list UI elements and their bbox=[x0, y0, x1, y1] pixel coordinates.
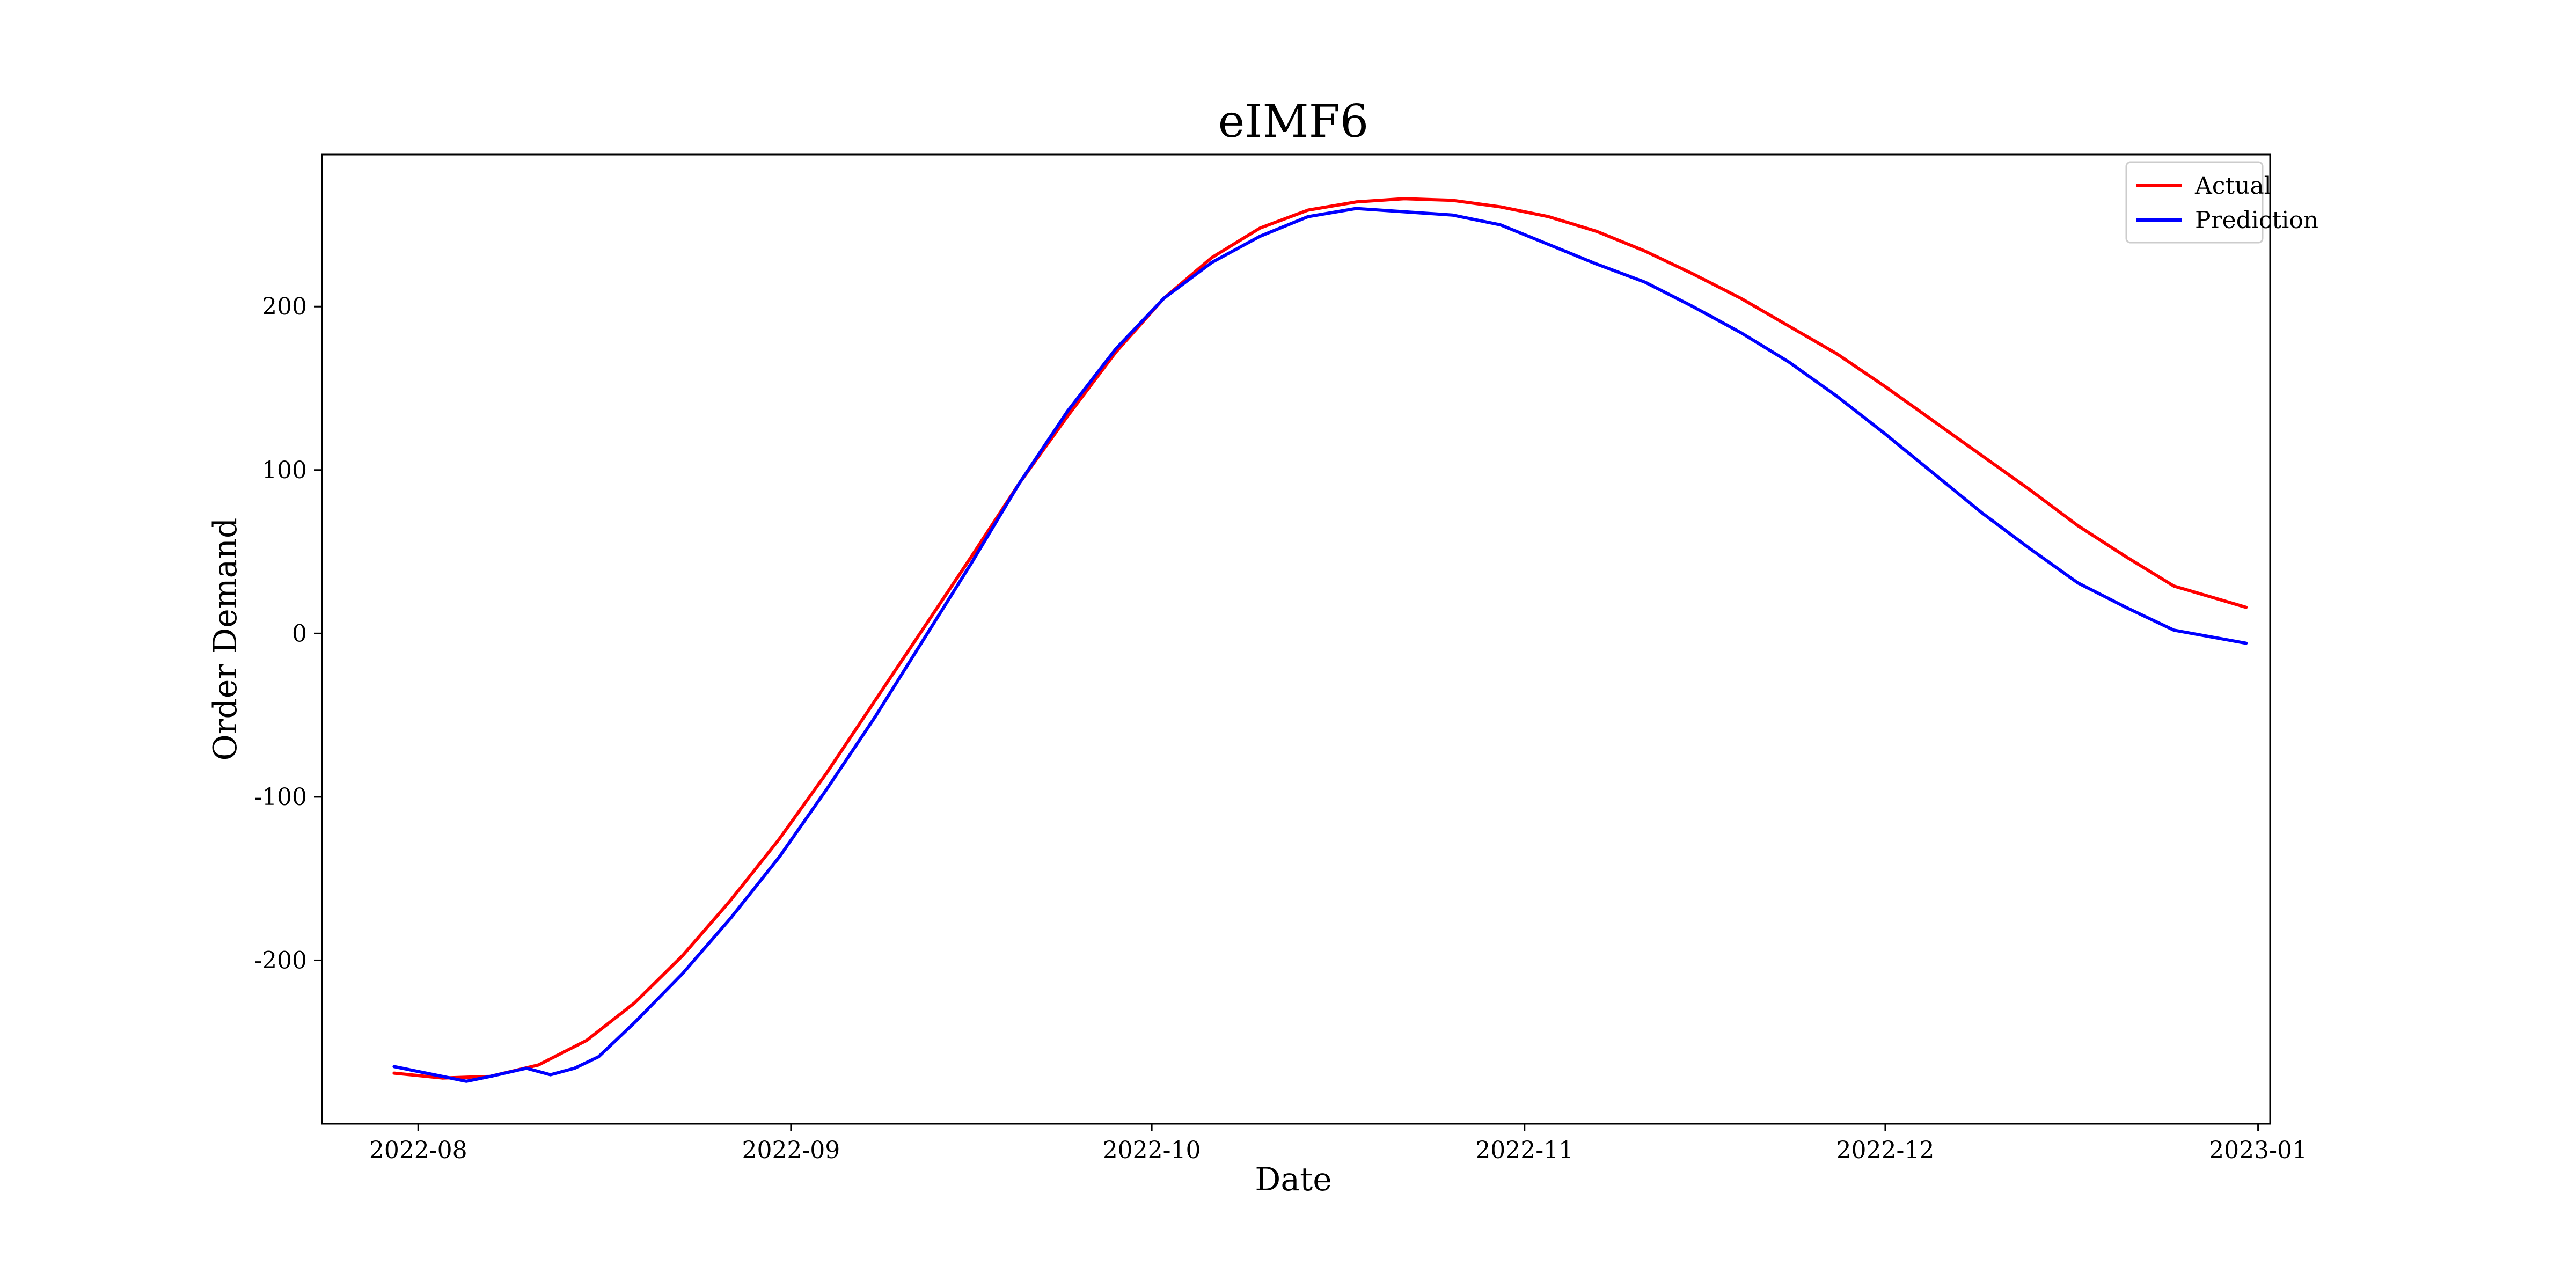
plot-frame bbox=[321, 153, 2271, 1125]
series-layer bbox=[392, 197, 2248, 1083]
x-tick-label: 2023-01 bbox=[2209, 1137, 2307, 1164]
y-axis-label: Order Demand bbox=[207, 518, 244, 761]
x-tick-label: 2022-08 bbox=[369, 1137, 467, 1164]
series-line-prediction bbox=[392, 207, 2248, 1083]
chart-title: eIMF6 bbox=[1218, 95, 1369, 148]
y-tick-label: 0 bbox=[292, 620, 307, 647]
legend-box bbox=[2125, 161, 2264, 244]
legend-label-actual: Actual bbox=[2194, 172, 2272, 200]
legend: Actual Prediction bbox=[2125, 161, 2318, 244]
plot-area bbox=[321, 153, 2271, 1125]
x-tick-label: 2022-10 bbox=[1103, 1137, 1201, 1164]
series-line-actual bbox=[392, 197, 2248, 1080]
y-tick-label: -100 bbox=[254, 784, 307, 811]
x-axis-ticks: 2022-08 2022-09 2022-10 2022-11 2022-12 2023-… bbox=[369, 1124, 2307, 1164]
x-axis-label: Date bbox=[1255, 1161, 1332, 1198]
y-tick-label: 200 bbox=[262, 293, 307, 320]
y-tick-label: -200 bbox=[254, 947, 307, 974]
y-axis-ticks: -200 -100 0 100 200 bbox=[254, 293, 322, 974]
x-tick-label: 2022-12 bbox=[1836, 1137, 1935, 1164]
x-tick-label: 2022-11 bbox=[1475, 1137, 1574, 1164]
y-tick-label: 100 bbox=[262, 457, 307, 484]
x-tick-label: 2022-09 bbox=[742, 1137, 840, 1164]
legend-label-prediction: Prediction bbox=[2195, 207, 2318, 234]
